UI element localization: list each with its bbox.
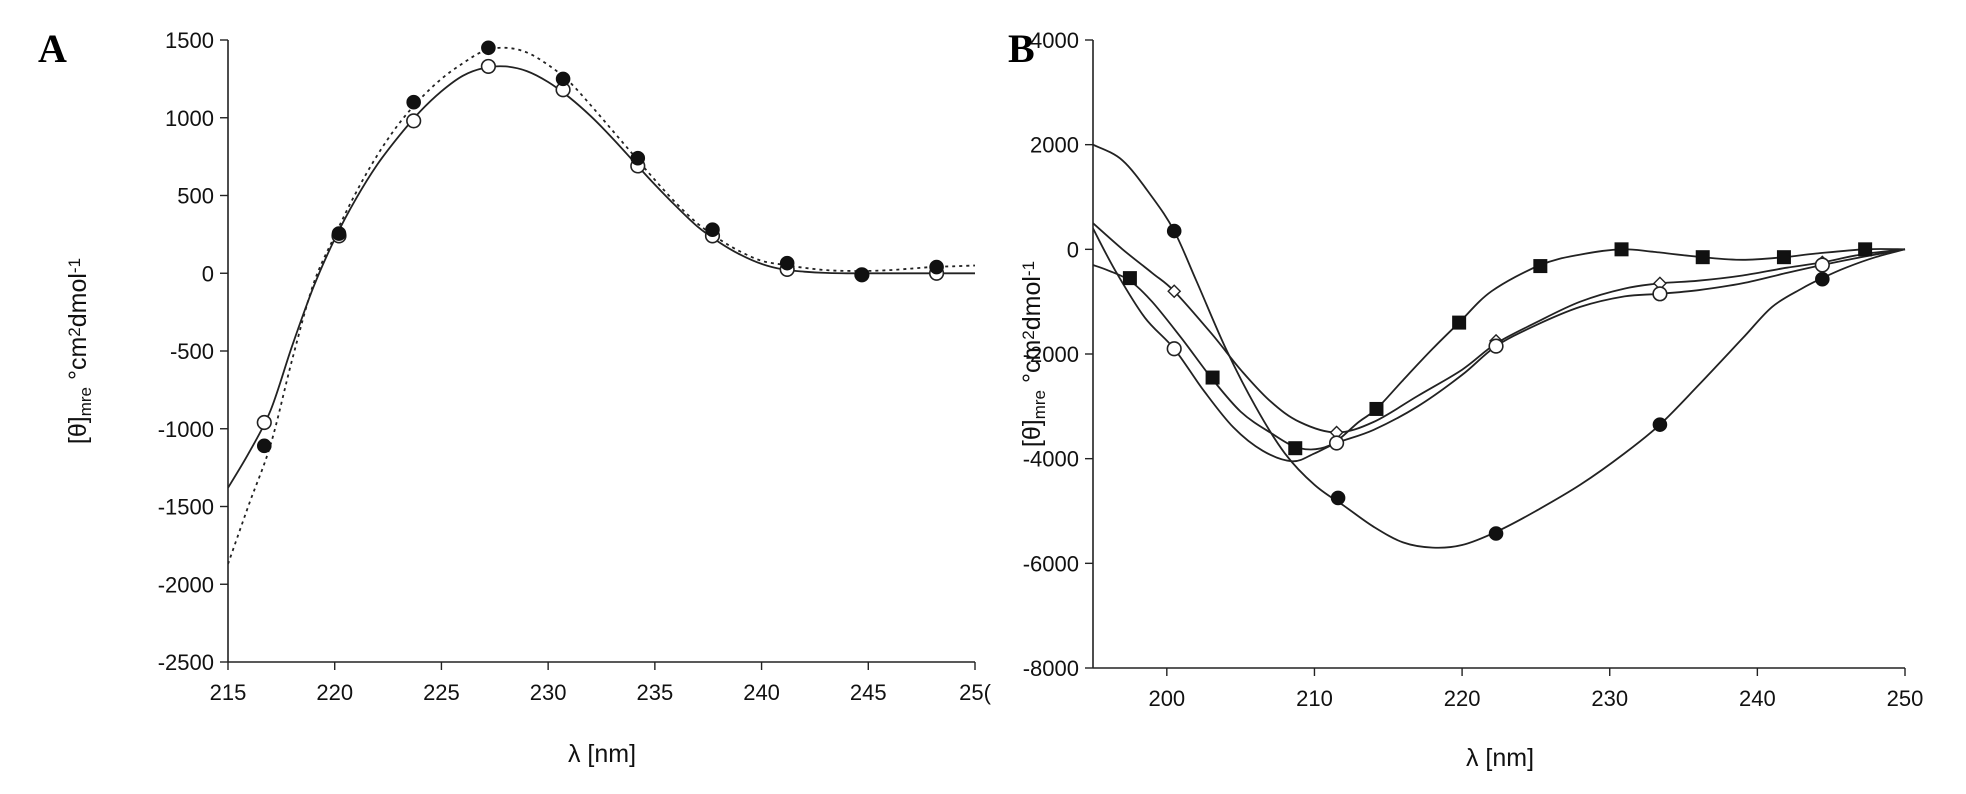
y-tick-label: -2500 bbox=[158, 650, 214, 675]
y-tick-label: 0 bbox=[1067, 237, 1079, 262]
filled-square-marker bbox=[1533, 259, 1548, 274]
x-tick-label: 250 bbox=[1887, 686, 1924, 711]
panel-b-marker-group bbox=[1122, 223, 1873, 541]
x-tick-label: 240 bbox=[743, 680, 780, 705]
series-line bbox=[1093, 248, 1906, 451]
filled-circle-marker bbox=[705, 222, 720, 238]
y-tick-label: -1500 bbox=[158, 495, 214, 520]
filled-square-marker bbox=[1369, 401, 1384, 416]
x-tick-label: 230 bbox=[530, 680, 567, 705]
x-tick-label: 215 bbox=[210, 680, 247, 705]
series-line bbox=[1093, 143, 1906, 549]
x-tick-label: 235 bbox=[636, 680, 673, 705]
panel-a-marker-group bbox=[256, 40, 945, 454]
open-circle-marker bbox=[1166, 341, 1182, 357]
filled-square-marker bbox=[1288, 441, 1303, 456]
panel-b-x-axis-title: λ [nm] bbox=[1466, 744, 1534, 772]
filled-square-marker bbox=[1776, 250, 1791, 265]
y-tick-label: -4000 bbox=[1023, 447, 1079, 472]
panel-b-chart: B 200 210 220 230 240 250 -8000 -6000 -4000 -200… bbox=[1008, 26, 1923, 772]
panel-b-y-axis-title: [θ]mre °cm2dmol-1 bbox=[1018, 261, 1049, 447]
filled-square-marker bbox=[1695, 250, 1710, 265]
y-tick-label: 2000 bbox=[1030, 133, 1079, 158]
y-tick-label: 0 bbox=[202, 261, 214, 286]
open-circle-marker bbox=[1652, 286, 1668, 302]
panel-a-chart: A 215 220 225 230 235 240 245 25( -2500 -2000 -15… bbox=[38, 26, 992, 768]
panel-a-x-axis-title: λ [nm] bbox=[568, 740, 636, 768]
filled-square-marker bbox=[1858, 242, 1873, 257]
filled-circle-marker bbox=[1652, 417, 1668, 432]
y-tick-label: 4000 bbox=[1030, 28, 1079, 53]
y-tick-label: 1500 bbox=[165, 28, 214, 53]
filled-circle-marker bbox=[555, 71, 571, 87]
x-tick-label: 230 bbox=[1591, 686, 1628, 711]
panel-b-x-ticks: 200 210 220 230 240 250 bbox=[1148, 668, 1923, 711]
y-tick-label: -500 bbox=[170, 339, 214, 364]
filled-circle-marker bbox=[929, 259, 944, 275]
x-tick-label: 220 bbox=[1444, 686, 1481, 711]
filled-circle-marker bbox=[779, 255, 795, 271]
x-tick-label: 200 bbox=[1148, 686, 1185, 711]
filled-circle-marker bbox=[630, 150, 646, 166]
open-circle-marker bbox=[1328, 435, 1345, 451]
panel-a-series-group bbox=[228, 46, 976, 565]
open-circle-marker bbox=[406, 113, 422, 129]
x-tick-label: 245 bbox=[850, 680, 887, 705]
y-tick-label: -1000 bbox=[158, 417, 214, 442]
y-tick-label: 500 bbox=[177, 184, 214, 209]
filled-square-marker bbox=[1205, 370, 1220, 385]
x-tick-label: 225 bbox=[423, 680, 460, 705]
filled-circle-marker bbox=[256, 438, 272, 454]
panel-b-y-ticks: -8000 -6000 -4000 -2000 0 2000 4000 bbox=[1023, 28, 1093, 681]
filled-circle-marker bbox=[1330, 490, 1346, 506]
series-line bbox=[228, 46, 976, 565]
panel-b-series-group bbox=[1093, 143, 1906, 549]
x-tick-label: 25( bbox=[959, 680, 991, 705]
y-tick-label: -2000 bbox=[1023, 342, 1079, 367]
open-diamond-marker bbox=[1167, 284, 1182, 299]
y-tick-label: 1000 bbox=[165, 106, 214, 131]
filled-circle-marker bbox=[1815, 271, 1830, 287]
y-tick-label: -2000 bbox=[158, 572, 214, 597]
filled-square-marker bbox=[1122, 271, 1137, 286]
panel-b-axes bbox=[1092, 40, 1905, 669]
filled-square-marker bbox=[1452, 315, 1467, 330]
filled-circle-marker bbox=[331, 226, 347, 241]
filled-circle-marker bbox=[854, 267, 870, 283]
y-tick-label: -6000 bbox=[1023, 551, 1079, 576]
open-circle-marker bbox=[480, 58, 496, 75]
x-tick-label: 210 bbox=[1296, 686, 1333, 711]
filled-square-marker bbox=[1614, 242, 1629, 257]
filled-circle-marker bbox=[481, 40, 496, 56]
filled-circle-marker bbox=[1166, 223, 1182, 239]
x-tick-label: 220 bbox=[316, 680, 353, 705]
x-tick-label: 240 bbox=[1739, 686, 1776, 711]
series-line bbox=[1093, 222, 1906, 434]
panel-a-axes bbox=[227, 40, 975, 663]
open-circle-marker bbox=[256, 414, 272, 431]
open-circle-marker bbox=[1488, 338, 1504, 354]
panel-a-x-ticks: 215 220 225 230 235 240 245 25( bbox=[210, 662, 992, 705]
panel-a-y-ticks: -2500 -2000 -1500 -1000 -500 0 500 1000 1500 bbox=[158, 28, 228, 675]
series-line bbox=[228, 65, 975, 489]
y-tick-label: -8000 bbox=[1023, 656, 1079, 681]
filled-circle-marker bbox=[1488, 526, 1504, 541]
panel-b-letter: B bbox=[1008, 26, 1035, 71]
panel-a-letter: A bbox=[38, 26, 67, 71]
panel-a-y-axis-title: [θ]mre °cm2dmol-1 bbox=[64, 258, 95, 444]
open-circle-marker bbox=[1814, 257, 1830, 273]
filled-circle-marker bbox=[406, 94, 421, 110]
series-line bbox=[1093, 227, 1906, 463]
